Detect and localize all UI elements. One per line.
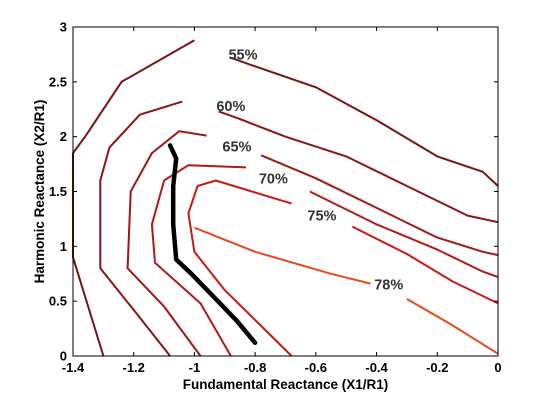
x-axis-label: Fundamental Reactance (X1/R1) <box>183 377 389 392</box>
x-tick-label: 0 <box>494 360 501 375</box>
contour-label-78: 78% <box>374 278 403 294</box>
x-axis-ticks: -1.4 -1.2 -1 -0.8 -0.6 -0.4 -0.2 0 <box>62 27 502 375</box>
contour-line-70-right <box>309 190 499 278</box>
y-tick-label: 2 <box>60 129 67 144</box>
x-tick-label: -1.2 <box>123 360 145 375</box>
y-tick-label: 0 <box>60 349 67 364</box>
y-tick-label: 3 <box>60 20 67 35</box>
contour-label-75: 75% <box>307 209 336 225</box>
x-tick-label: -0.2 <box>426 360 448 375</box>
y-tick-label: 1 <box>60 239 67 254</box>
contour-line-55 <box>72 39 195 357</box>
contour-lines <box>72 39 499 357</box>
contour-line-65-right <box>260 154 499 257</box>
y-tick-label: 0.5 <box>49 294 67 309</box>
contour-labels: 55% 60% 65% 70% 75% 78% <box>216 47 403 293</box>
x-tick-label: -0.6 <box>305 360 327 375</box>
highlight-curve-group <box>167 143 258 346</box>
contour-line-70 <box>150 164 247 357</box>
y-tick-label: 1.5 <box>49 184 67 199</box>
contour-label-65: 65% <box>222 140 251 156</box>
y-tick-label: 2.5 <box>49 74 67 89</box>
y-axis-ticks: 0 0.5 1 1.5 2 2.5 3 <box>49 20 498 364</box>
contour-line-78-right <box>406 298 499 355</box>
contour-label-70: 70% <box>259 171 288 187</box>
contour-line-60 <box>99 100 183 357</box>
contour-line-55-right <box>230 56 499 187</box>
y-axis-label: Harmonic Reactance (X2/R1) <box>32 100 47 284</box>
x-tick-label: -0.4 <box>365 360 388 375</box>
contour-line-78 <box>194 226 371 285</box>
contour-line-65 <box>126 130 207 357</box>
contour-label-55: 55% <box>228 47 257 63</box>
highlight-curve <box>167 143 258 346</box>
contour-line-60-right <box>218 110 499 224</box>
contour-label-60: 60% <box>216 99 245 115</box>
contour-line-75-right <box>351 225 499 305</box>
x-tick-label: -1 <box>189 360 201 375</box>
x-tick-label: -0.8 <box>244 360 266 375</box>
x-tick-label: -1.4 <box>62 360 85 375</box>
contour-line-75 <box>187 179 293 357</box>
